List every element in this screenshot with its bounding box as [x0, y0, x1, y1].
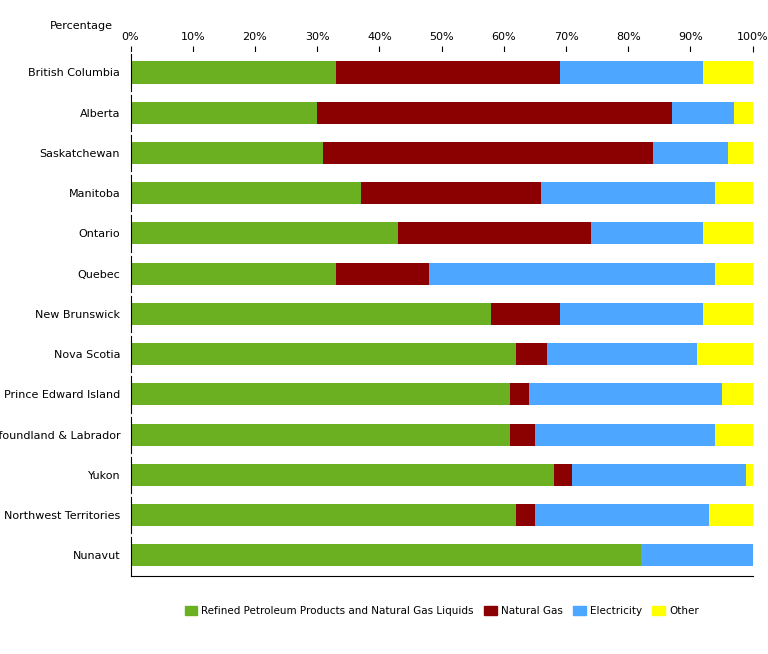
Bar [398, 222, 591, 245]
Bar [131, 61, 336, 84]
Bar [715, 263, 753, 284]
Bar [554, 464, 572, 486]
Bar [746, 464, 753, 486]
Bar [510, 383, 528, 405]
Bar [528, 383, 721, 405]
Bar [429, 263, 715, 284]
Bar [131, 222, 398, 245]
Bar [535, 424, 715, 446]
Bar [541, 182, 715, 204]
Bar [516, 504, 535, 526]
Bar [131, 464, 554, 486]
Bar [131, 303, 492, 325]
Bar [336, 263, 429, 284]
Bar [703, 303, 753, 325]
Bar [641, 544, 753, 566]
Bar [323, 142, 653, 164]
Bar [131, 504, 516, 526]
Text: Percentage: Percentage [50, 22, 113, 31]
Bar [715, 424, 753, 446]
Bar [722, 383, 753, 405]
Legend: Refined Petroleum Products and Natural Gas Liquids, Natural Gas, Electricity, Ot: Refined Petroleum Products and Natural G… [180, 602, 703, 620]
Bar [131, 182, 361, 204]
Bar [672, 101, 734, 124]
Bar [560, 61, 703, 84]
Bar [131, 263, 336, 284]
Bar [131, 544, 641, 566]
Bar [131, 142, 323, 164]
Bar [709, 504, 753, 526]
Bar [728, 142, 753, 164]
Bar [535, 504, 709, 526]
Bar [336, 61, 560, 84]
Bar [131, 101, 317, 124]
Bar [653, 142, 728, 164]
Bar [516, 343, 548, 365]
Bar [492, 303, 560, 325]
Bar [361, 182, 541, 204]
Bar [703, 61, 753, 84]
Bar [560, 303, 703, 325]
Bar [734, 101, 753, 124]
Bar [548, 343, 697, 365]
Bar [697, 343, 753, 365]
Bar [703, 222, 753, 245]
Bar [510, 424, 535, 446]
Bar [591, 222, 703, 245]
Bar [715, 182, 753, 204]
Bar [131, 424, 510, 446]
Bar [317, 101, 672, 124]
Bar [572, 464, 746, 486]
Bar [131, 383, 510, 405]
Bar [131, 343, 516, 365]
